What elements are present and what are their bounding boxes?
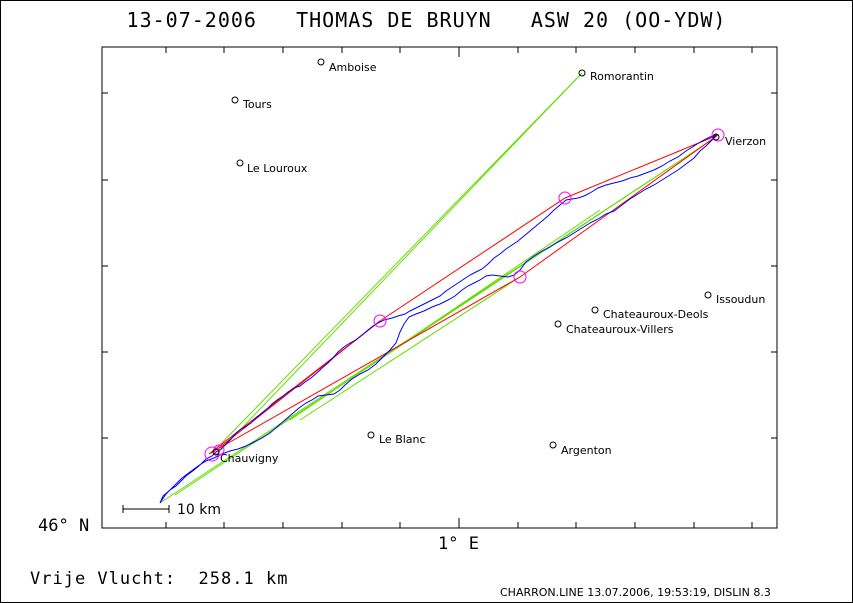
longitude-label: 1° E [438, 534, 479, 554]
chateauroux-villers-marker [554, 320, 562, 328]
turnpoints [204, 128, 725, 462]
le-louroux-marker [236, 159, 244, 167]
footer-info: CHARRON.LINE 13.07.2006, 19:53:19, DISLI… [500, 586, 771, 599]
place-label-argenton: Argenton [561, 444, 612, 457]
flight-track [159, 133, 718, 504]
place-markers [212, 58, 720, 456]
place-label-chateauroux-villers: Chateauroux-Villers [566, 323, 674, 336]
scale-bar: 10 km [122, 502, 221, 518]
place-label-le-louroux: Le Louroux [247, 162, 308, 175]
turnpoint-1 [373, 314, 387, 328]
pilot-name: THOMAS DE BRUYN [296, 8, 492, 32]
task-legs [208, 134, 719, 455]
place-label-amboise: Amboise [329, 61, 377, 74]
place-label-chateauroux-deols: Chateauroux-Deols [603, 308, 709, 321]
distance-value: 258.1 km [198, 569, 289, 589]
flight-date: 13-07-2006 [126, 8, 257, 32]
place-label-le-blanc: Le Blanc [379, 433, 426, 446]
le-blanc-marker [367, 431, 375, 439]
plot-frame [101, 46, 778, 529]
amboise-marker [317, 58, 325, 66]
chauvigny-marker [212, 448, 220, 456]
glider-name: ASW 20 (OO-YDW) [530, 8, 727, 32]
argenton-marker [549, 441, 557, 449]
sector-lines [159, 72, 717, 504]
distance-label: Vrije Vlucht: [30, 569, 177, 589]
flight-title: 13-07-2006 THOMAS DE BRUYN ASW 20 (OO-YD… [0, 8, 853, 32]
axis-ticks [102, 47, 777, 528]
turnpoint-start [204, 446, 220, 462]
place-label-tours: Tours [242, 98, 272, 111]
place-label-romorantin: Romorantin [590, 70, 654, 83]
turnpoint-3 [513, 270, 527, 284]
latitude-label: 46° N [38, 516, 90, 536]
place-labels: Amboise Romorantin Tours Le Louroux Vier… [220, 61, 766, 465]
turnpoint-2 [558, 191, 572, 205]
romorantin-marker [578, 69, 586, 77]
place-label-chauvigny: Chauvigny [220, 452, 279, 465]
issoudun-marker [704, 291, 712, 299]
tours-marker [231, 96, 239, 104]
vierzon-marker [712, 133, 720, 141]
scale-label: 10 km [177, 502, 221, 518]
place-label-issoudun: Issoudun [716, 293, 765, 306]
chateauroux-deols-marker [591, 306, 599, 314]
turnpoint-vierzon [711, 128, 725, 142]
flight-distance: Vrije Vlucht: 258.1 km [30, 569, 288, 589]
place-label-vierzon: Vierzon [725, 135, 766, 148]
